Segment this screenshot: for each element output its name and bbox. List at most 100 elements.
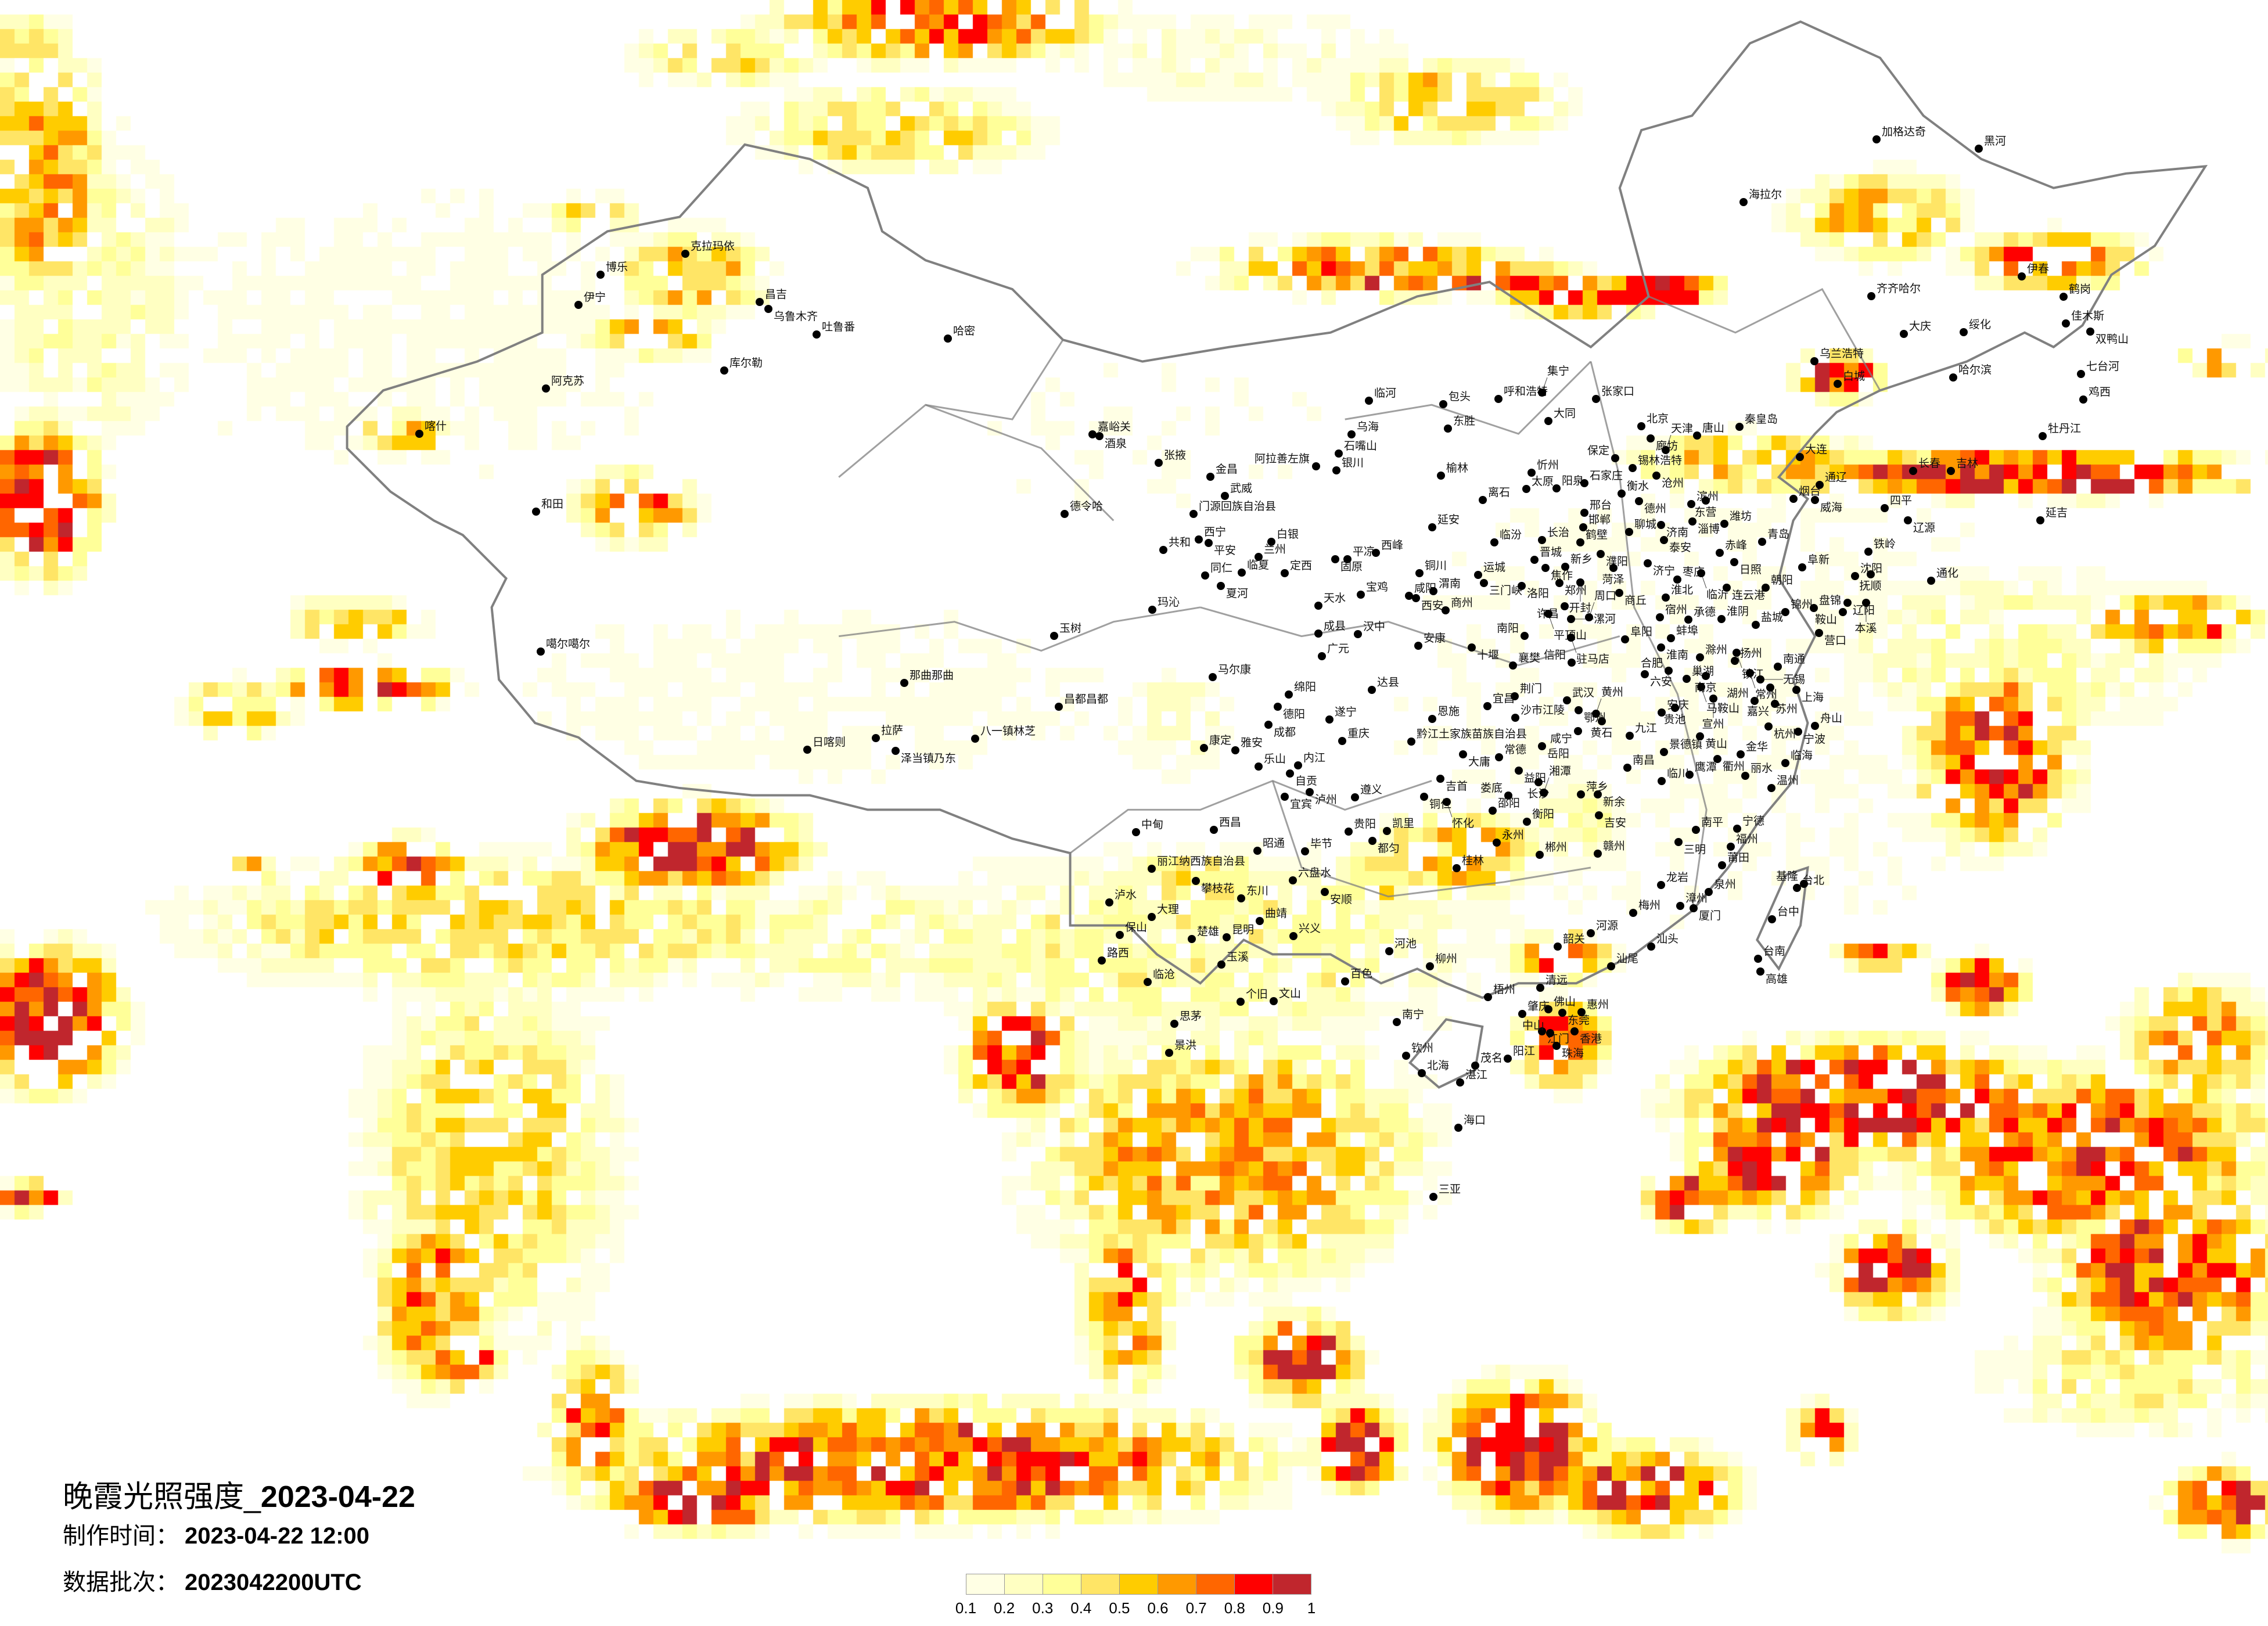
city-marker: 商州 — [1442, 596, 1473, 614]
city-marker: 忻州 — [1527, 459, 1559, 477]
city-label: 淮北 — [1671, 584, 1693, 596]
city-marker: 赣州 — [1594, 840, 1625, 858]
city-label: 汕头 — [1656, 933, 1678, 945]
city-label: 成都 — [1274, 726, 1296, 739]
city-marker: 吉首 — [1436, 775, 1468, 793]
city-marker: 新乡 — [1561, 553, 1593, 571]
city-marker: 合肥 — [1641, 657, 1673, 675]
city-marker: 贵阳 — [1345, 818, 1376, 836]
city-label: 临夏 — [1247, 559, 1269, 571]
city-marker: 毕节 — [1301, 837, 1332, 855]
city-dot — [1459, 750, 1467, 758]
city-marker: 济宁 — [1644, 559, 1675, 577]
city-label: 安顺 — [1330, 893, 1352, 906]
city-dot — [1611, 454, 1619, 462]
city-label: 夏河 — [1226, 587, 1248, 600]
city-dot — [1509, 661, 1517, 670]
city-dot — [1148, 865, 1156, 873]
city-label: 武汉 — [1572, 686, 1594, 699]
city-dot — [1687, 500, 1695, 508]
province-boundary — [1069, 779, 1432, 854]
city-marker: 大理 — [1148, 903, 1179, 921]
legend-tick-label: 0.2 — [994, 1599, 1015, 1617]
city-marker: 通化 — [1927, 567, 1958, 585]
city-label: 吉安 — [1604, 816, 1626, 829]
city-label: 西昌 — [1219, 816, 1241, 829]
city-marker: 聊城 — [1625, 518, 1656, 536]
city-marker: 秦皇岛 — [1735, 413, 1778, 431]
city-label: 抚顺 — [1860, 580, 1882, 592]
city-dot — [1165, 1049, 1173, 1057]
city-label: 呼和浩特 — [1504, 385, 1548, 398]
city-label: 大庆 — [1909, 320, 1931, 333]
city-label: 文山 — [1279, 987, 1301, 1000]
city-label: 香港 — [1580, 1033, 1602, 1045]
city-marker: 包头 — [1439, 390, 1471, 408]
city-dot — [1693, 431, 1701, 440]
city-marker: 娄底 — [1480, 782, 1512, 800]
city-dot — [596, 271, 605, 279]
city-dot — [1281, 793, 1289, 801]
city-dot — [1534, 778, 1543, 786]
legend-swatch — [1158, 1574, 1196, 1594]
city-dot — [1095, 432, 1104, 440]
city-label: 嘉兴 — [1747, 705, 1769, 718]
city-dot — [1697, 569, 1705, 577]
city-label: 博乐 — [606, 261, 628, 274]
city-label: 门源回族自治县 — [1199, 500, 1276, 513]
city-marker: 烟台 — [1789, 485, 1821, 503]
city-label: 拉萨 — [881, 724, 903, 737]
city-label: 锡林浩特 — [1638, 454, 1682, 467]
city-label: 苏州 — [1775, 703, 1798, 715]
province-boundary — [1200, 606, 1620, 666]
city-dot — [1552, 484, 1561, 492]
city-marker: 拉萨 — [872, 724, 903, 742]
city-label: 青岛 — [1767, 528, 1789, 541]
city-marker: 西宁 — [1195, 526, 1226, 544]
city-marker: 内江 — [1294, 751, 1325, 769]
city-dot — [1781, 608, 1789, 616]
city-dot — [1267, 538, 1275, 546]
city-label: 邢台 — [1590, 499, 1612, 512]
city-marker: 南阳 — [1497, 622, 1529, 640]
city-marker: 三明 — [1674, 838, 1706, 856]
city-dot — [1289, 932, 1297, 940]
city-label: 廊坊 — [1656, 440, 1678, 452]
city-marker: 临沂 — [1697, 569, 1728, 601]
city-label: 东川 — [1246, 884, 1268, 897]
city-label: 荆门 — [1520, 682, 1542, 695]
city-dot — [1618, 490, 1626, 498]
city-label: 乌鲁木齐 — [774, 310, 818, 323]
city-marker: 大同 — [1544, 407, 1576, 425]
city-label: 阿拉善左旗 — [1255, 452, 1310, 465]
city-marker: 贵池 — [1664, 704, 1686, 726]
city-marker: 临河 — [1365, 387, 1396, 405]
city-dot — [720, 366, 728, 375]
city-dot — [1709, 695, 1717, 703]
city-label: 佳木斯 — [2071, 310, 2104, 322]
city-marker: 邵阳 — [1489, 797, 1520, 815]
city-marker: 张掖 — [1155, 449, 1186, 467]
city-marker: 汕尾 — [1607, 952, 1638, 970]
city-marker: 基隆 — [1776, 870, 1808, 888]
city-dot — [1555, 579, 1563, 587]
city-marker: 汕头 — [1647, 933, 1678, 951]
city-label: 莆田 — [1727, 851, 1749, 864]
city-dot — [1474, 571, 1482, 579]
city-dot — [1405, 592, 1413, 600]
city-marker: 吉安 — [1595, 811, 1626, 829]
city-marker: 龙岩 — [1657, 871, 1688, 889]
city-label: 延吉 — [2046, 506, 2068, 519]
city-dot — [1325, 715, 1334, 724]
city-dot — [1132, 828, 1140, 836]
city-dot — [1393, 1018, 1401, 1026]
city-marker: 温州 — [1767, 774, 1799, 792]
city-dot — [1625, 528, 1633, 536]
city-dot — [1794, 728, 1802, 736]
city-label: 遵义 — [1360, 783, 1382, 796]
city-label: 克拉玛依 — [691, 240, 735, 253]
city-label: 扬州 — [1740, 647, 1762, 660]
city-marker: 通辽 — [1816, 471, 1847, 489]
city-marker: 铁岭 — [1864, 538, 1896, 556]
